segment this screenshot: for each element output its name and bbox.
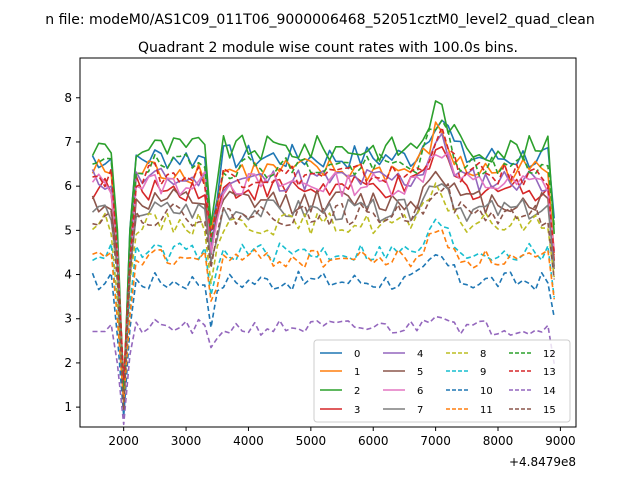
legend-label-3: 3 (354, 405, 360, 416)
series-line-3 (91, 146, 555, 391)
series-line-13 (92, 126, 555, 381)
x-tick-label: 4000 (233, 434, 264, 448)
series-line-14 (92, 315, 555, 426)
y-tick-label: 2 (64, 356, 72, 370)
y-tick-label: 6 (64, 179, 72, 193)
x-tick-label: 2000 (108, 434, 139, 448)
legend-label-9: 9 (480, 367, 486, 378)
series-line-8 (91, 182, 555, 407)
legend-label-1: 1 (354, 367, 360, 378)
legend-label-7: 7 (417, 405, 423, 416)
y-tick-label: 3 (64, 312, 72, 326)
y-tick-label: 4 (64, 268, 72, 282)
series-line-6 (91, 151, 555, 400)
x-tick-label: 5000 (296, 434, 327, 448)
legend-label-0: 0 (354, 349, 360, 360)
legend-label-12: 12 (543, 349, 556, 360)
legend-label-6: 6 (417, 386, 423, 397)
legend-label-2: 2 (354, 386, 360, 397)
series-line-15 (92, 183, 555, 412)
y-tick-label: 5 (64, 223, 72, 237)
y-tick-label: 1 (64, 400, 72, 414)
legend-label-13: 13 (543, 367, 556, 378)
legend-label-4: 4 (417, 349, 423, 360)
y-tick-label: 7 (64, 135, 72, 149)
x-offset-label: +4.8479e8 (509, 455, 576, 469)
x-tick-label: 9000 (545, 434, 576, 448)
x-tick-label: 6000 (358, 434, 389, 448)
series-line-4 (91, 132, 555, 401)
y-tick-label: 8 (64, 91, 72, 105)
legend-label-10: 10 (480, 386, 493, 397)
x-tick-label: 8000 (483, 434, 514, 448)
legend-label-15: 15 (543, 405, 556, 416)
series-line-11 (92, 228, 555, 403)
legend-frame (313, 339, 571, 423)
series-line-12 (92, 119, 555, 392)
legend-label-5: 5 (417, 367, 423, 378)
series-layer (91, 100, 555, 426)
x-tick-label: 3000 (171, 434, 202, 448)
series-line-10 (91, 253, 555, 418)
plot-frame (79, 57, 577, 428)
series-line-7 (91, 183, 555, 393)
series-line-9 (92, 218, 555, 402)
legend-label-14: 14 (543, 386, 556, 397)
series-line-2 (91, 100, 555, 396)
chart-title: Quadrant 2 module wise count rates with … (138, 40, 518, 56)
x-tick-label: 7000 (420, 434, 451, 448)
legend-label-8: 8 (480, 349, 486, 360)
legend-label-11: 11 (480, 405, 493, 416)
figure-suptitle: n file: modeM0/AS1C09_011T06_9000006468_… (45, 12, 594, 28)
